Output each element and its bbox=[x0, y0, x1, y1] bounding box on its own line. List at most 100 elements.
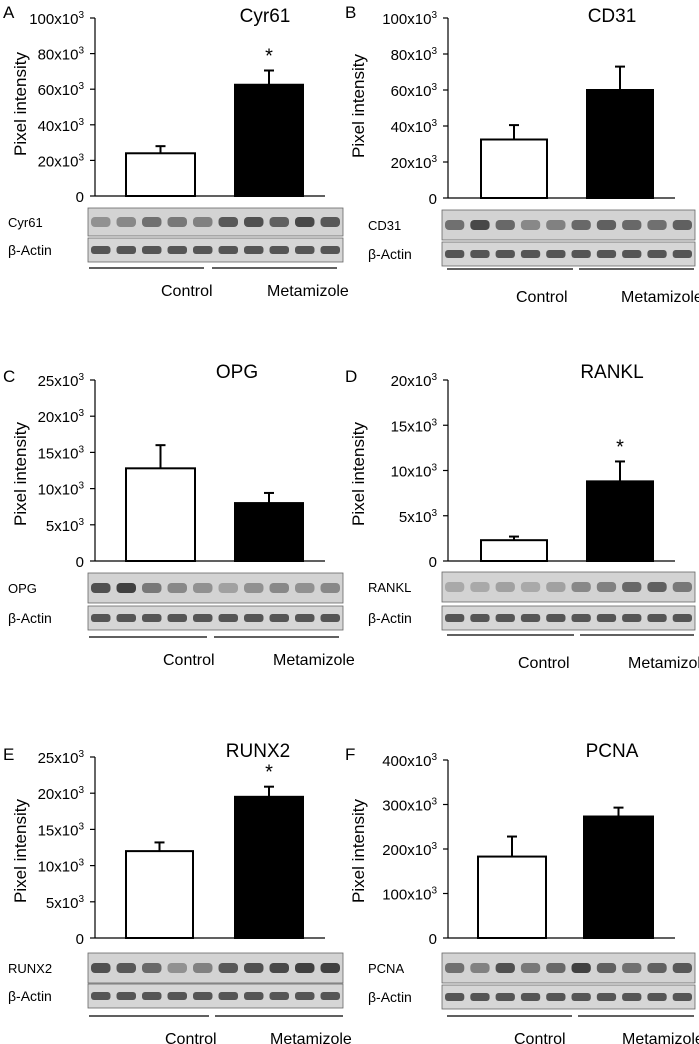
group-label-metamizole: Metamizole bbox=[622, 1031, 699, 1044]
actin-band bbox=[167, 246, 187, 254]
blot-band bbox=[295, 963, 315, 973]
blot-band bbox=[672, 582, 692, 592]
y-tick-label: 100x103 bbox=[382, 886, 437, 904]
group-label-control: Control bbox=[161, 283, 213, 300]
actin-band bbox=[647, 993, 667, 1001]
actin-band bbox=[571, 250, 591, 258]
blot-band bbox=[244, 217, 264, 227]
blot-band bbox=[647, 963, 667, 973]
actin-band bbox=[647, 250, 667, 258]
blot-band bbox=[647, 582, 667, 592]
group-label-metamizole: Metamizole bbox=[267, 283, 349, 300]
blot-band bbox=[495, 582, 515, 592]
blot-band bbox=[244, 583, 264, 593]
blot-band bbox=[142, 963, 162, 973]
y-axis-label: Pixel intensity bbox=[11, 422, 30, 526]
y-tick-label: 10x103 bbox=[38, 858, 85, 876]
blot-band bbox=[520, 963, 541, 973]
y-tick-label: 25x103 bbox=[38, 749, 85, 767]
blot-band bbox=[622, 220, 642, 230]
bar-control bbox=[477, 855, 547, 939]
y-tick-label: 20x103 bbox=[38, 152, 85, 170]
blot-band bbox=[520, 220, 541, 230]
blot-band bbox=[91, 963, 111, 973]
blot-band bbox=[142, 217, 162, 227]
actin-band bbox=[91, 992, 111, 1000]
chart-title: Cyr61 bbox=[240, 6, 291, 27]
group-label-metamizole: Metamizole bbox=[273, 652, 355, 669]
group-label-control: Control bbox=[514, 1031, 566, 1044]
panel-letter: E bbox=[3, 745, 14, 764]
y-tick-label: 5x103 bbox=[46, 894, 85, 912]
blot-band bbox=[672, 220, 692, 230]
blot-band bbox=[546, 963, 566, 973]
actin-band bbox=[470, 250, 490, 258]
blot-band bbox=[470, 220, 490, 230]
actin-band bbox=[647, 614, 667, 622]
bar-control bbox=[125, 467, 196, 562]
bar-metamizole bbox=[583, 815, 654, 940]
actin-band bbox=[295, 246, 315, 254]
blot-band bbox=[142, 583, 162, 593]
actin-label: β-Actin bbox=[8, 610, 52, 626]
actin-band bbox=[672, 993, 692, 1001]
blot-band bbox=[218, 583, 238, 593]
blot-label: RANKL bbox=[368, 580, 411, 595]
significance-marker: * bbox=[265, 46, 273, 68]
y-tick-label: 0 bbox=[76, 189, 84, 206]
blot-band bbox=[546, 582, 566, 592]
actin-band bbox=[520, 250, 541, 258]
actin-band bbox=[596, 614, 617, 622]
chart-title: RANKL bbox=[580, 362, 643, 383]
actin-band bbox=[91, 614, 111, 622]
blot-band bbox=[269, 963, 289, 973]
y-tick-label: 20x103 bbox=[391, 372, 438, 390]
actin-band bbox=[520, 993, 541, 1001]
actin-band bbox=[218, 246, 238, 254]
actin-band bbox=[470, 614, 490, 622]
blot-band bbox=[116, 583, 136, 593]
actin-band bbox=[320, 246, 340, 254]
actin-band bbox=[142, 246, 162, 254]
blot-label: PCNA bbox=[368, 961, 404, 976]
y-tick-label: 5x103 bbox=[46, 517, 85, 535]
blot-band bbox=[295, 583, 315, 593]
actin-band bbox=[269, 614, 289, 622]
actin-band bbox=[167, 614, 187, 622]
blot-band bbox=[546, 220, 566, 230]
y-tick-label: 5x103 bbox=[399, 508, 438, 526]
actin-band bbox=[142, 614, 162, 622]
significance-marker: * bbox=[616, 436, 624, 458]
actin-band bbox=[320, 614, 340, 622]
bar-metamizole bbox=[234, 502, 304, 562]
actin-band bbox=[596, 993, 617, 1001]
panel-e: E RUNX2 Pixel intensity 0 5x103 10x103 15x103 2… bbox=[3, 741, 352, 1044]
bar-control bbox=[480, 539, 548, 562]
actin-band bbox=[320, 992, 340, 1000]
blot-band bbox=[520, 582, 541, 592]
panel-letter: A bbox=[3, 3, 15, 22]
actin-label: β-Actin bbox=[8, 242, 52, 258]
actin-band bbox=[295, 992, 315, 1000]
panel-d: D RANKL Pixel intensity 0 5x103 10x103 15x103 2… bbox=[345, 362, 699, 672]
blot-band bbox=[269, 583, 289, 593]
blot-band bbox=[167, 217, 187, 227]
blot-band bbox=[672, 963, 692, 973]
y-tick-label: 100x103 bbox=[382, 10, 437, 28]
bar-control bbox=[480, 138, 548, 199]
blot-band bbox=[470, 963, 490, 973]
actin-band bbox=[244, 992, 264, 1000]
blot-band bbox=[193, 217, 213, 227]
blot-band bbox=[596, 582, 617, 592]
panel-letter: F bbox=[345, 745, 355, 764]
actin-band bbox=[546, 250, 566, 258]
y-tick-label: 10x103 bbox=[38, 481, 85, 499]
blot-band bbox=[193, 963, 213, 973]
blot-band bbox=[167, 963, 187, 973]
actin-band bbox=[193, 246, 213, 254]
blot-band bbox=[167, 583, 187, 593]
actin-band bbox=[571, 993, 591, 1001]
actin-band bbox=[520, 614, 541, 622]
actin-band bbox=[445, 250, 465, 258]
